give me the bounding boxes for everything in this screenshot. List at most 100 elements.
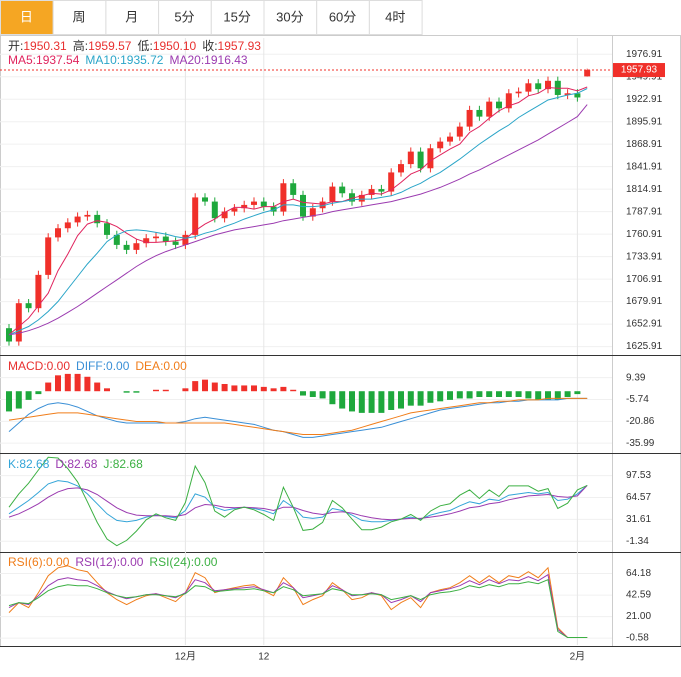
tab-label[interactable]: 30分 — [276, 9, 303, 24]
candle-body — [143, 238, 150, 244]
candle-body — [515, 91, 522, 94]
macd-bar — [486, 391, 493, 397]
candle-body — [407, 151, 414, 165]
candle-body — [329, 186, 336, 202]
tab-bg[interactable] — [105, 0, 160, 35]
tab[interactable]: 周 — [52, 0, 107, 35]
readout: MA5:1937.54 MA10:1935.72 MA20:1916.43 — [8, 53, 248, 67]
macd-bar — [202, 379, 208, 392]
candle-body — [300, 194, 306, 217]
readout-value: 82.68 — [113, 457, 143, 471]
y-tick-label: 1652.91 — [626, 319, 663, 330]
candle-body — [280, 183, 287, 212]
macd-bar — [221, 383, 228, 392]
tab-bg[interactable] — [263, 0, 318, 35]
tab[interactable]: 30分 — [263, 0, 318, 35]
macd-bar — [94, 382, 101, 392]
readout-value: 0.00 — [120, 555, 144, 569]
tab[interactable]: 60分 — [316, 0, 370, 35]
candle-body — [496, 101, 502, 109]
candle-body — [368, 189, 375, 195]
readout-name: MA10: — [85, 53, 120, 67]
candle-body — [417, 151, 424, 169]
macd-bar — [437, 391, 444, 402]
y-tick-label: 31.61 — [626, 514, 651, 525]
macd-bar — [515, 391, 522, 397]
readout-value: 1937.54 — [36, 53, 80, 67]
tab-bg[interactable] — [368, 0, 423, 35]
candle-body — [162, 236, 169, 242]
indicator-line — [8, 104, 588, 336]
macd-bar — [182, 388, 189, 392]
indicator-line — [8, 485, 588, 521]
macd-bar — [349, 391, 355, 412]
y-tick-label: 64.57 — [626, 492, 651, 503]
candle-body — [339, 186, 346, 194]
candle-body — [309, 208, 316, 217]
macd-bar — [64, 373, 71, 392]
tab-label[interactable]: 60分 — [329, 9, 356, 24]
indicator-line — [8, 86, 588, 336]
candle-body — [182, 234, 189, 245]
candle-body — [358, 194, 365, 202]
last-price-label: 1957.93 — [621, 65, 658, 76]
indicator-line — [8, 480, 588, 523]
macd-bar — [45, 382, 52, 392]
readout: MACD:0.00 DIFF:0.00 DEA:0.00 — [8, 359, 187, 373]
tab[interactable]: 5分 — [158, 0, 212, 35]
y-tick-label: 21.00 — [626, 611, 651, 622]
y-tick-label: 1922.91 — [626, 94, 663, 105]
macd-bar — [192, 381, 199, 392]
candle-body — [525, 83, 532, 92]
macd-bar — [260, 386, 267, 392]
candle-body — [45, 237, 52, 275]
readout-name: DEA: — [135, 359, 163, 373]
tab-bg[interactable] — [158, 0, 212, 35]
macd-bar — [15, 391, 22, 409]
readout: RSI(6):0.00 RSI(12):0.00 RSI(24):0.00 — [8, 555, 218, 569]
readout-value: 1957.93 — [218, 39, 262, 53]
y-tick-label: -35.99 — [626, 438, 655, 449]
tab-label[interactable]: 月 — [125, 9, 138, 24]
tab-label[interactable]: 15分 — [223, 9, 250, 24]
macd-bar — [466, 391, 473, 399]
tab-label[interactable]: 日 — [20, 9, 33, 24]
candle-body — [84, 214, 91, 217]
y-tick-label: -1.34 — [626, 536, 649, 547]
indicator-line — [8, 397, 588, 435]
tab-label[interactable]: 5分 — [174, 9, 194, 24]
y-tick-label: 1976.91 — [626, 49, 663, 60]
tab-label[interactable]: 周 — [73, 9, 86, 24]
tab[interactable]: 4时 — [368, 0, 423, 35]
y-tick-label: 1787.91 — [626, 206, 663, 217]
readout-name: RSI(24): — [149, 555, 194, 569]
candle-body — [378, 189, 385, 192]
macd-bar — [554, 391, 561, 400]
macd-bar — [270, 388, 277, 392]
macd-bar — [84, 376, 91, 392]
y-tick-label: 1868.91 — [626, 139, 663, 150]
readout-name: RSI(6): — [8, 555, 46, 569]
readout-name: 开: — [8, 39, 23, 53]
macd-bar — [378, 391, 385, 413]
readout-name: K: — [8, 457, 19, 471]
y-tick-label: 97.53 — [626, 470, 651, 481]
y-tick-label: -5.74 — [626, 394, 649, 405]
y-tick-label: 42.59 — [626, 590, 651, 601]
tab-bg[interactable] — [0, 0, 54, 35]
candle-body — [251, 201, 257, 205]
tab[interactable]: 日 — [0, 0, 54, 35]
macd-bar — [251, 385, 257, 392]
tab-bg[interactable] — [316, 0, 370, 35]
readout-value: 0.00 — [47, 359, 71, 373]
indicator-line — [8, 397, 588, 438]
candle-body — [290, 183, 297, 195]
readout-value: 1950.10 — [153, 39, 197, 53]
macd-bar — [456, 391, 463, 399]
macd-bar — [505, 391, 512, 397]
candle-body — [94, 214, 101, 224]
candle-body — [172, 241, 179, 245]
tab[interactable]: 月 — [105, 0, 160, 35]
tab[interactable]: 15分 — [210, 0, 265, 35]
tab-label[interactable]: 4时 — [385, 9, 405, 24]
